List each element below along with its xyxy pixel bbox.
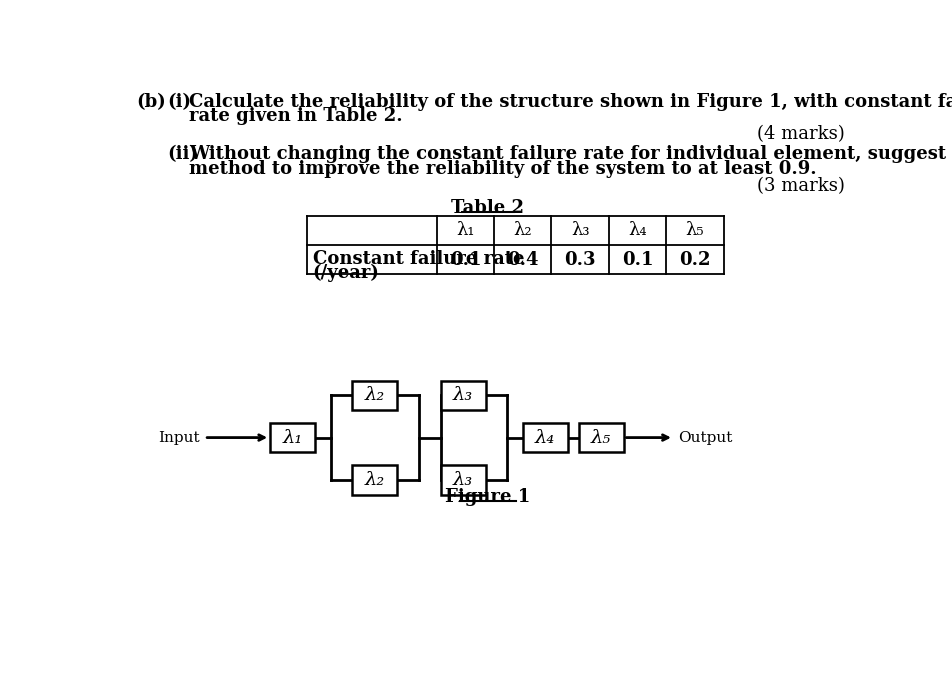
Text: 0.2: 0.2	[679, 251, 710, 269]
Bar	[441, 381, 486, 410]
Bar	[579, 423, 624, 452]
Text: λ₂: λ₂	[513, 222, 532, 239]
Text: 0.1: 0.1	[622, 251, 653, 269]
Text: λ₃: λ₃	[571, 222, 589, 239]
Text: (4 marks): (4 marks)	[758, 125, 845, 143]
Text: (/year): (/year)	[313, 263, 380, 282]
Text: Input: Input	[158, 430, 200, 445]
Text: λ₅: λ₅	[685, 222, 704, 239]
Text: 0.1: 0.1	[449, 251, 481, 269]
Text: λ₂: λ₂	[365, 471, 385, 489]
Bar	[352, 381, 397, 410]
Text: 0.4: 0.4	[507, 251, 539, 269]
Bar	[441, 465, 486, 494]
Text: λ₄: λ₄	[535, 428, 555, 447]
Text: Without changing the constant failure rate for individual element, suggest a: Without changing the constant failure ra…	[188, 145, 952, 163]
Bar	[352, 465, 397, 494]
Text: λ₁: λ₁	[283, 428, 303, 447]
Bar	[270, 423, 315, 452]
Text: (ii): (ii)	[167, 145, 198, 163]
Bar	[523, 423, 567, 452]
Text: Figure 1: Figure 1	[446, 488, 530, 505]
Text: method to improve the reliability of the system to at least 0.9.: method to improve the reliability of the…	[188, 160, 817, 177]
Text: rate given in Table 2.: rate given in Table 2.	[188, 107, 403, 125]
Text: λ₂: λ₂	[365, 386, 385, 404]
Text: Constant failure rate: Constant failure rate	[313, 250, 525, 268]
Text: (b): (b)	[136, 93, 166, 110]
Text: λ₄: λ₄	[628, 222, 646, 239]
Text: λ₁: λ₁	[456, 222, 475, 239]
Text: (i): (i)	[167, 93, 191, 110]
Text: Table 2: Table 2	[451, 199, 525, 217]
Text: (3 marks): (3 marks)	[757, 177, 845, 195]
Text: Calculate the reliability of the structure shown in Figure 1, with constant fail: Calculate the reliability of the structu…	[188, 93, 952, 110]
Text: Output: Output	[679, 430, 733, 445]
Text: λ₃: λ₃	[453, 386, 473, 404]
Text: λ₅: λ₅	[591, 428, 611, 447]
Text: λ₃: λ₃	[453, 471, 473, 489]
Text: 0.3: 0.3	[565, 251, 596, 269]
